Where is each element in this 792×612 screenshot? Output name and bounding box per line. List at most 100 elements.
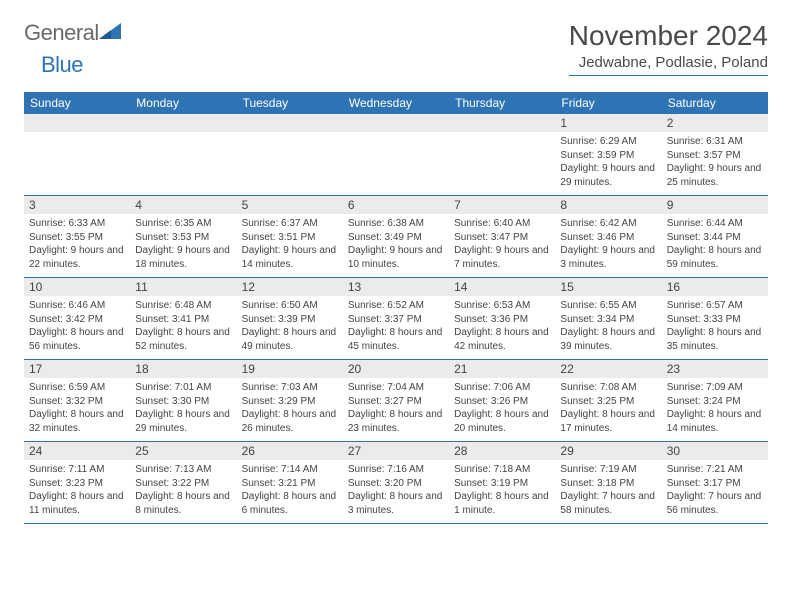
day-details: Sunrise: 7:08 AMSunset: 3:25 PMDaylight:… (560, 381, 656, 435)
sunset-text: Sunset: 3:27 PM (348, 395, 444, 409)
sunrise-text: Sunrise: 6:50 AM (242, 299, 338, 313)
sunrise-text: Sunrise: 7:13 AM (135, 463, 231, 477)
day-cell: Sunrise: 6:48 AMSunset: 3:41 PMDaylight:… (130, 296, 236, 360)
day-cell: Sunrise: 7:06 AMSunset: 3:26 PMDaylight:… (449, 378, 555, 442)
sunrise-text: Sunrise: 7:04 AM (348, 381, 444, 395)
day-details: Sunrise: 6:38 AMSunset: 3:49 PMDaylight:… (348, 217, 444, 271)
day-cell: Sunrise: 7:01 AMSunset: 3:30 PMDaylight:… (130, 378, 236, 442)
day-number: 10 (24, 278, 130, 297)
day-cell: Sunrise: 6:35 AMSunset: 3:53 PMDaylight:… (130, 214, 236, 278)
day-cell: Sunrise: 7:11 AMSunset: 3:23 PMDaylight:… (24, 460, 130, 524)
daynum-row: 12 (24, 114, 768, 132)
day-cell (343, 132, 449, 196)
sunset-text: Sunset: 3:57 PM (667, 149, 763, 163)
day-number: 11 (130, 278, 236, 297)
sunrise-text: Sunrise: 6:29 AM (560, 135, 656, 149)
sunrise-text: Sunrise: 6:37 AM (242, 217, 338, 231)
day-cell: Sunrise: 6:50 AMSunset: 3:39 PMDaylight:… (237, 296, 343, 360)
day-number: 3 (24, 196, 130, 215)
sunrise-text: Sunrise: 7:06 AM (454, 381, 550, 395)
day-cell: Sunrise: 6:52 AMSunset: 3:37 PMDaylight:… (343, 296, 449, 360)
day-details: Sunrise: 7:01 AMSunset: 3:30 PMDaylight:… (135, 381, 231, 435)
daylight-text: Daylight: 9 hours and 25 minutes. (667, 162, 763, 189)
daylight-text: Daylight: 8 hours and 56 minutes. (29, 326, 125, 353)
day-number: 24 (24, 442, 130, 461)
sunset-text: Sunset: 3:19 PM (454, 477, 550, 491)
sunrise-text: Sunrise: 7:09 AM (667, 381, 763, 395)
day-header-row: Sunday Monday Tuesday Wednesday Thursday… (24, 92, 768, 114)
daylight-text: Daylight: 9 hours and 14 minutes. (242, 244, 338, 271)
sunrise-text: Sunrise: 6:44 AM (667, 217, 763, 231)
sunset-text: Sunset: 3:44 PM (667, 231, 763, 245)
sunrise-text: Sunrise: 7:18 AM (454, 463, 550, 477)
sunrise-text: Sunrise: 6:57 AM (667, 299, 763, 313)
day-header-wed: Wednesday (343, 92, 449, 114)
sunset-text: Sunset: 3:25 PM (560, 395, 656, 409)
daylight-text: Daylight: 9 hours and 10 minutes. (348, 244, 444, 271)
day-cell (237, 132, 343, 196)
sunset-text: Sunset: 3:37 PM (348, 313, 444, 327)
sunrise-text: Sunrise: 7:01 AM (135, 381, 231, 395)
day-number: 21 (449, 360, 555, 379)
daylight-text: Daylight: 8 hours and 59 minutes. (667, 244, 763, 271)
daylight-text: Daylight: 8 hours and 20 minutes. (454, 408, 550, 435)
day-details: Sunrise: 6:59 AMSunset: 3:32 PMDaylight:… (29, 381, 125, 435)
day-number: 25 (130, 442, 236, 461)
sunset-text: Sunset: 3:33 PM (667, 313, 763, 327)
day-cell: Sunrise: 6:53 AMSunset: 3:36 PMDaylight:… (449, 296, 555, 360)
day-header-mon: Monday (130, 92, 236, 114)
location: Jedwabne, Podlasie, Poland (569, 54, 768, 76)
day-cell: Sunrise: 7:04 AMSunset: 3:27 PMDaylight:… (343, 378, 449, 442)
sunrise-text: Sunrise: 7:19 AM (560, 463, 656, 477)
daylight-text: Daylight: 8 hours and 1 minute. (454, 490, 550, 517)
sunrise-text: Sunrise: 6:33 AM (29, 217, 125, 231)
daynum-row: 10111213141516 (24, 278, 768, 297)
daylight-text: Daylight: 8 hours and 29 minutes. (135, 408, 231, 435)
day-cell: Sunrise: 6:55 AMSunset: 3:34 PMDaylight:… (555, 296, 661, 360)
month-title: November 2024 (569, 20, 768, 52)
daylight-text: Daylight: 8 hours and 11 minutes. (29, 490, 125, 517)
day-cell: Sunrise: 6:59 AMSunset: 3:32 PMDaylight:… (24, 378, 130, 442)
daylight-text: Daylight: 8 hours and 45 minutes. (348, 326, 444, 353)
sunset-text: Sunset: 3:22 PM (135, 477, 231, 491)
day-number: 4 (130, 196, 236, 215)
daylight-text: Daylight: 8 hours and 23 minutes. (348, 408, 444, 435)
day-cell: Sunrise: 6:40 AMSunset: 3:47 PMDaylight:… (449, 214, 555, 278)
day-number (449, 114, 555, 132)
day-cell: Sunrise: 7:14 AMSunset: 3:21 PMDaylight:… (237, 460, 343, 524)
daylight-text: Daylight: 8 hours and 26 minutes. (242, 408, 338, 435)
sunrise-text: Sunrise: 7:16 AM (348, 463, 444, 477)
day-cell: Sunrise: 7:13 AMSunset: 3:22 PMDaylight:… (130, 460, 236, 524)
week-row: Sunrise: 6:33 AMSunset: 3:55 PMDaylight:… (24, 214, 768, 278)
day-number: 14 (449, 278, 555, 297)
day-number: 29 (555, 442, 661, 461)
day-number: 28 (449, 442, 555, 461)
day-number: 7 (449, 196, 555, 215)
day-details: Sunrise: 6:50 AMSunset: 3:39 PMDaylight:… (242, 299, 338, 353)
sunset-text: Sunset: 3:49 PM (348, 231, 444, 245)
sunrise-text: Sunrise: 6:55 AM (560, 299, 656, 313)
day-details: Sunrise: 7:19 AMSunset: 3:18 PMDaylight:… (560, 463, 656, 517)
logo-triangle-icon (99, 23, 121, 44)
day-cell: Sunrise: 7:03 AMSunset: 3:29 PMDaylight:… (237, 378, 343, 442)
sunset-text: Sunset: 3:20 PM (348, 477, 444, 491)
sunset-text: Sunset: 3:30 PM (135, 395, 231, 409)
day-details: Sunrise: 6:40 AMSunset: 3:47 PMDaylight:… (454, 217, 550, 271)
sunrise-text: Sunrise: 7:03 AM (242, 381, 338, 395)
day-cell (24, 132, 130, 196)
day-number: 26 (237, 442, 343, 461)
sunset-text: Sunset: 3:41 PM (135, 313, 231, 327)
week-row: Sunrise: 6:46 AMSunset: 3:42 PMDaylight:… (24, 296, 768, 360)
sunset-text: Sunset: 3:32 PM (29, 395, 125, 409)
day-number: 27 (343, 442, 449, 461)
day-details: Sunrise: 6:33 AMSunset: 3:55 PMDaylight:… (29, 217, 125, 271)
sunset-text: Sunset: 3:18 PM (560, 477, 656, 491)
daylight-text: Daylight: 9 hours and 22 minutes. (29, 244, 125, 271)
sunset-text: Sunset: 3:23 PM (29, 477, 125, 491)
daylight-text: Daylight: 8 hours and 3 minutes. (348, 490, 444, 517)
day-details: Sunrise: 7:13 AMSunset: 3:22 PMDaylight:… (135, 463, 231, 517)
daylight-text: Daylight: 8 hours and 6 minutes. (242, 490, 338, 517)
day-number (130, 114, 236, 132)
day-details: Sunrise: 7:16 AMSunset: 3:20 PMDaylight:… (348, 463, 444, 517)
day-number: 9 (662, 196, 768, 215)
